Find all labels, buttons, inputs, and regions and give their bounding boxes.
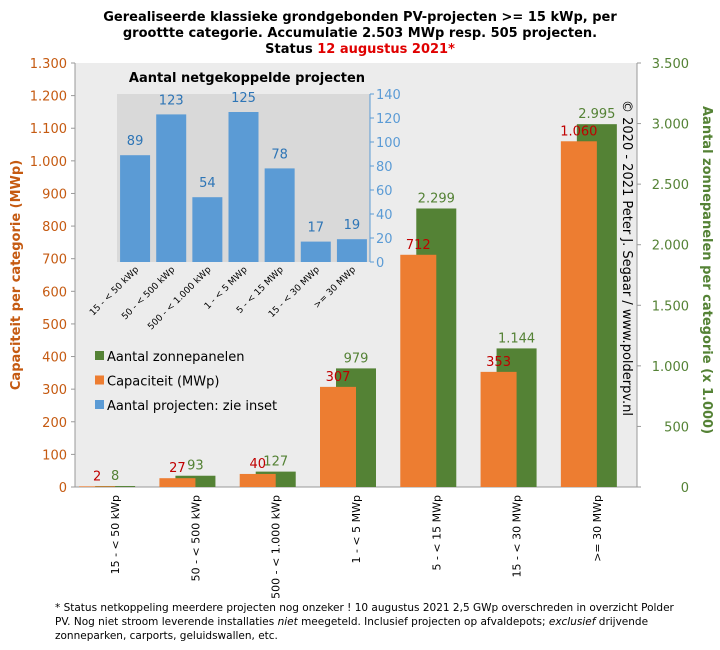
bar [400, 254, 437, 487]
bar [480, 371, 517, 487]
y-tick-label: 900 [42, 187, 67, 202]
y2-tick-label: 1.000 [652, 360, 689, 375]
value-label: 8 [111, 469, 119, 484]
footnote-part: exclusief [548, 616, 596, 628]
value-label: 40 [249, 457, 266, 472]
inset-value-label: 123 [159, 93, 184, 108]
x-tick-label: 15 - < 30 MWp [511, 495, 524, 578]
inset-bar [336, 239, 367, 262]
footnote-part: Polder PV. Nog niet stroom leverende ins… [55, 602, 674, 628]
inset-value-label: 89 [127, 134, 144, 149]
inset-y-tick-label: 80 [376, 160, 393, 175]
inset-y-tick-label: 40 [376, 208, 393, 223]
legend-swatch [95, 351, 104, 360]
value-label: 2 [93, 469, 101, 484]
value-label: 93 [187, 459, 204, 474]
title-date: 12 augustus 2021* [317, 42, 455, 57]
y-axis-label: Capaciteit per categorie (MWp) [9, 160, 24, 390]
value-label: 2.995 [578, 107, 615, 122]
y2-tick-label: 0 [681, 481, 689, 496]
inset-bar [228, 112, 259, 262]
inset-y-tick-label: 100 [376, 136, 401, 151]
y-tick-label: 400 [42, 351, 67, 366]
legend-swatch [95, 400, 104, 409]
value-label: 2.299 [418, 191, 455, 206]
inset-value-label: 19 [344, 218, 361, 233]
y-tick-label: 1.100 [30, 122, 67, 137]
legend-label: Capaciteit (MWp) [107, 375, 219, 390]
footnote-part: drijvende zonneparken, carports, geluids… [55, 616, 649, 642]
inset-bar [300, 241, 331, 262]
y-tick-label: 1.000 [30, 155, 67, 170]
y2-tick-label: 2.000 [652, 239, 689, 254]
y-tick-label: 200 [42, 416, 67, 431]
legend-label: Aantal zonnepanelen [107, 350, 244, 365]
title-line: Gerealiseerde klassieke grondgebonden PV… [103, 10, 617, 25]
y-tick-label: 1.200 [30, 90, 67, 105]
bar [320, 386, 356, 487]
bar [79, 486, 116, 487]
footnote-part: meegeteld. Inclusief projecten op afvald… [297, 616, 549, 628]
value-label: 307 [326, 370, 351, 385]
inset-bar [264, 168, 295, 262]
inset-value-label: 78 [271, 147, 288, 162]
value-label: 979 [344, 351, 369, 366]
value-label: 712 [406, 238, 431, 253]
x-tick-label: 50 - < 500 kWp [189, 495, 202, 581]
copyright: © 2020 - 2021 Peter J. Segaar / www.pold… [619, 100, 634, 416]
y-tick-label: 0 [59, 481, 67, 496]
y2-axis-label: Aantal zonnepanelen per categorie (x 1.0… [699, 106, 714, 434]
inset-y-tick-label: 0 [376, 256, 384, 271]
chart-title: Gerealiseerde klassieke grondgebonden PV… [103, 10, 617, 25]
inset-value-label: 125 [231, 91, 256, 106]
y-tick-label: 300 [42, 383, 67, 398]
y2-tick-label: 1.500 [652, 299, 689, 314]
title-line: groottte categorie. Accumulatie 2.503 MW… [123, 26, 597, 41]
value-label: 27 [169, 461, 186, 476]
inset-value-label: 54 [199, 176, 216, 191]
x-tick-label: 5 - < 15 MWp [430, 495, 443, 571]
x-tick-label: 15 - < 50 kWp [109, 495, 122, 574]
inset-value-label: 17 [308, 221, 325, 236]
y-tick-label: 100 [42, 448, 67, 463]
x-tick-label: >= 30 MWp [591, 495, 604, 562]
inset-y-tick-label: 60 [376, 184, 393, 199]
y-tick-label: 1.300 [30, 57, 67, 72]
y-tick-label: 600 [42, 285, 67, 300]
inset-y-tick-label: 20 [376, 232, 393, 247]
inset-bar [192, 197, 223, 262]
x-tick-label: 1 - < 5 MWp [350, 495, 363, 564]
footnote-part: niet [277, 616, 298, 628]
bar [239, 473, 276, 487]
legend-label: Aantal projecten: zie inset [107, 399, 277, 414]
inset-y-tick-label: 140 [376, 88, 401, 103]
value-label: 127 [263, 455, 288, 470]
x-tick-label: 500 - < 1.000 kWp [270, 495, 283, 599]
inset-bar [120, 155, 151, 262]
y2-tick-label: 500 [664, 420, 689, 435]
value-label: 1.144 [498, 331, 535, 346]
value-label: 353 [486, 355, 511, 370]
y-tick-label: 800 [42, 220, 67, 235]
title-line: Status [265, 42, 317, 57]
inset-bar [156, 114, 187, 263]
y-tick-label: 500 [42, 318, 67, 333]
bar [560, 141, 597, 487]
y2-tick-label: 3.500 [652, 57, 689, 72]
y-tick-label: 700 [42, 253, 67, 268]
footnote-part: * Status netkoppeling meerdere projecten… [55, 602, 638, 614]
inset-title: Aantal netgekoppelde projecten [129, 71, 365, 86]
legend-swatch [95, 375, 104, 385]
value-label: 1.060 [560, 124, 597, 139]
bar [159, 478, 196, 487]
footnote: * Status netkoppeling meerdere projecten… [55, 601, 675, 643]
inset-y-tick-label: 120 [376, 112, 401, 127]
y2-tick-label: 2.500 [652, 178, 689, 193]
chart-title: Status 12 augustus 2021* [265, 42, 455, 57]
chart-title: groottte categorie. Accumulatie 2.503 MW… [123, 26, 597, 41]
y2-tick-label: 3.000 [652, 118, 689, 133]
